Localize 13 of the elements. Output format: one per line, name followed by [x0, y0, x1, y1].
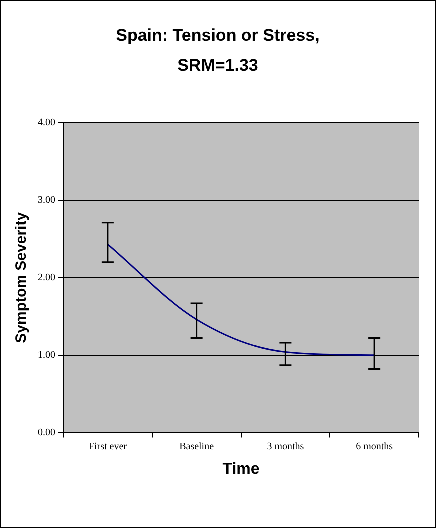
x-axis-title: Time — [222, 460, 260, 478]
y-axis-title: Symptom Severity — [13, 212, 30, 344]
y-tick-label: 3.00 — [38, 195, 56, 206]
y-tick-label: 4.00 — [38, 118, 56, 129]
y-tick-label: 2.00 — [38, 272, 56, 284]
chart-title: Spain: Tension or Stress, SRM=1.33 — [115, 25, 321, 77]
line-series — [107, 244, 376, 356]
x-tick-label: Baseline — [180, 441, 215, 452]
x-tick-label: 3 months — [267, 441, 304, 452]
x-tick-label: 6 months — [356, 441, 394, 452]
x-tick-label: First ever — [88, 441, 128, 452]
y-tick-label: 1.00 — [38, 350, 56, 361]
y-tick-label: 0.00 — [38, 427, 56, 438]
